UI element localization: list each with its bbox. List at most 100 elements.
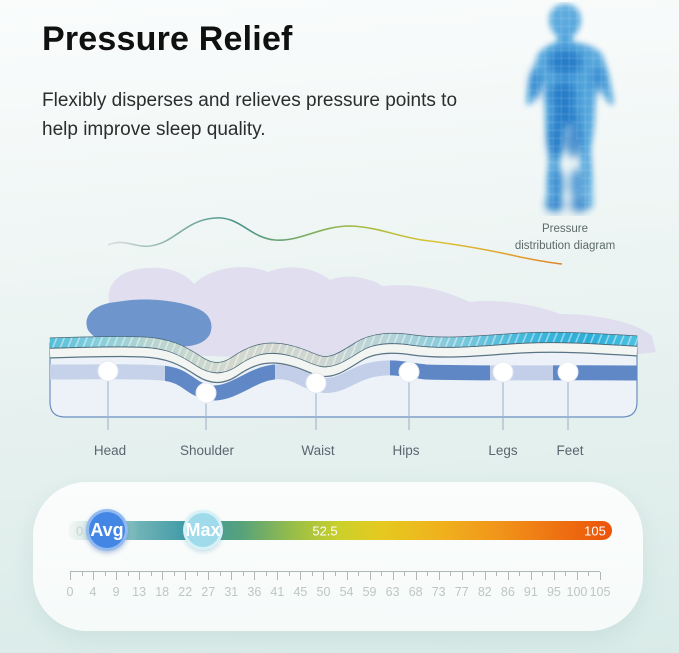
body-part-label-head: Head [93,443,127,458]
ruler-number: 31 [224,585,239,599]
ruler-tick-major [93,572,95,580]
ruler-number: 22 [178,585,193,599]
ruler-tick-minor [335,572,336,576]
ruler-tick-major [461,572,463,580]
ruler-number: 18 [155,585,170,599]
ruler-tick-minor [311,572,313,576]
ruler-tick-minor [81,572,83,576]
ruler-tick-major [369,572,371,580]
pressure-point-hips [398,361,420,383]
pressure-point-legs [492,361,514,383]
ruler-number: 0 [66,585,74,599]
ruler-tick-minor [219,572,221,576]
ruler-number: 95 [546,585,561,599]
ruler-tick-major [553,572,555,580]
ruler-number: 63 [385,585,400,599]
page-title: Pressure Relief [42,20,293,58]
ruler-tick-minor [288,572,290,576]
page-subtitle: Flexibly disperses and relieves pressure… [42,90,458,141]
ruler-tick-major [415,572,417,580]
ruler-tick-major [576,572,578,580]
ruler-tick-minor [519,572,521,576]
body-part-label-shoulder: Shoulder [179,443,235,458]
ruler-number: 45 [293,585,308,599]
ruler-tick-major [438,572,440,580]
figure-caption-line1: Pressure [541,223,589,235]
ruler-tick-major [392,572,394,580]
pressure-curve [107,217,563,265]
pressure-figure [497,2,667,216]
ruler-tick-major [162,572,164,580]
figure-caption: Pressure distribution diagram [515,221,615,254]
ruler-tick-minor [150,572,152,576]
bar-mid-label: 52.5 [312,523,338,538]
pressure-point-feet [557,361,579,383]
ruler-number: 91 [523,585,538,599]
ruler-tick-major [139,572,141,580]
ruler-tick-minor [381,572,383,576]
ruler-tick-minor [588,572,590,576]
ruler-number: 68 [408,585,423,599]
body-part-label-hips: Hips [392,443,420,458]
ruler-number: 50 [316,585,331,599]
ruler-tick-major [323,572,325,580]
figure-caption-line2: distribution diagram [514,239,616,252]
scale-gradient-bar: 0 52.5 105 [68,521,612,540]
ruler-tick-minor [173,572,175,576]
mattress-diagram [0,217,656,430]
ruler-number: 54 [339,585,354,599]
pressure-point-markers [97,360,579,404]
ruler: 0 4 9 13 18 22 27 31 36 41 45 50 54 59 63 68 73 77 82 86 91 9… [66,571,610,612]
avg-marker: Avg [86,509,128,551]
ruler-tick-major [600,572,601,580]
ruler-tick-major [346,572,348,580]
ruler-tick-major [231,572,233,580]
ruler-tick-minor [127,572,129,576]
ruler-tick-minor [196,572,198,576]
ruler-number: 13 [132,585,147,599]
pressure-point-head [97,360,119,382]
ruler-number: 86 [500,585,515,599]
scale-card: 0 52.5 105 Avg Max 0 4 9 13 18 22 27 31 36 41 45 50… [33,482,643,631]
ruler-tick-minor [242,572,244,576]
body-part-label-feet: Feet [556,443,584,458]
ruler-tick-minor [265,572,267,576]
ruler-tick-major [300,572,302,580]
ruler-number: 4 [89,585,97,599]
ruler-number: 105 [589,585,611,599]
ruler-tick-major [116,572,118,580]
ruler-tick-major [277,572,279,580]
figure-grid-overlay [526,4,614,208]
ruler-tick-major [254,572,256,580]
ruler-tick-major [507,572,509,580]
pillow [86,299,212,348]
body-part-label-waist: Waist [301,443,335,458]
ruler-number: 100 [566,585,588,599]
ruler-tick-major [70,572,71,580]
bar-min-label: 0 [76,523,84,538]
ruler-number: 36 [247,585,262,599]
ruler-tick-minor [104,572,106,576]
ruler-tick-major [208,572,210,580]
ruler-number: 73 [431,585,446,599]
ruler-tick-minor [565,572,567,576]
ruler-number: 59 [362,585,377,599]
ruler-tick-major [484,572,486,580]
pressure-figure-svg [526,4,614,212]
ruler-number: 27 [201,585,216,599]
ruler-tick-minor [450,572,452,576]
ruler-number: 77 [454,585,469,599]
ruler-tick-minor [473,572,475,576]
pressure-point-shoulder [195,382,217,404]
ruler-number: 41 [270,585,285,599]
pressure-point-waist [305,372,327,394]
ruler-tick-minor [496,572,498,576]
ruler-tick-minor [358,572,360,576]
bar-max-label: 105 [584,523,606,538]
max-marker: Max [183,510,223,550]
ruler-number: 82 [477,585,492,599]
ruler-tick-minor [542,572,544,576]
ruler-tick-minor [427,572,429,576]
ruler-tick-minor [404,572,406,576]
